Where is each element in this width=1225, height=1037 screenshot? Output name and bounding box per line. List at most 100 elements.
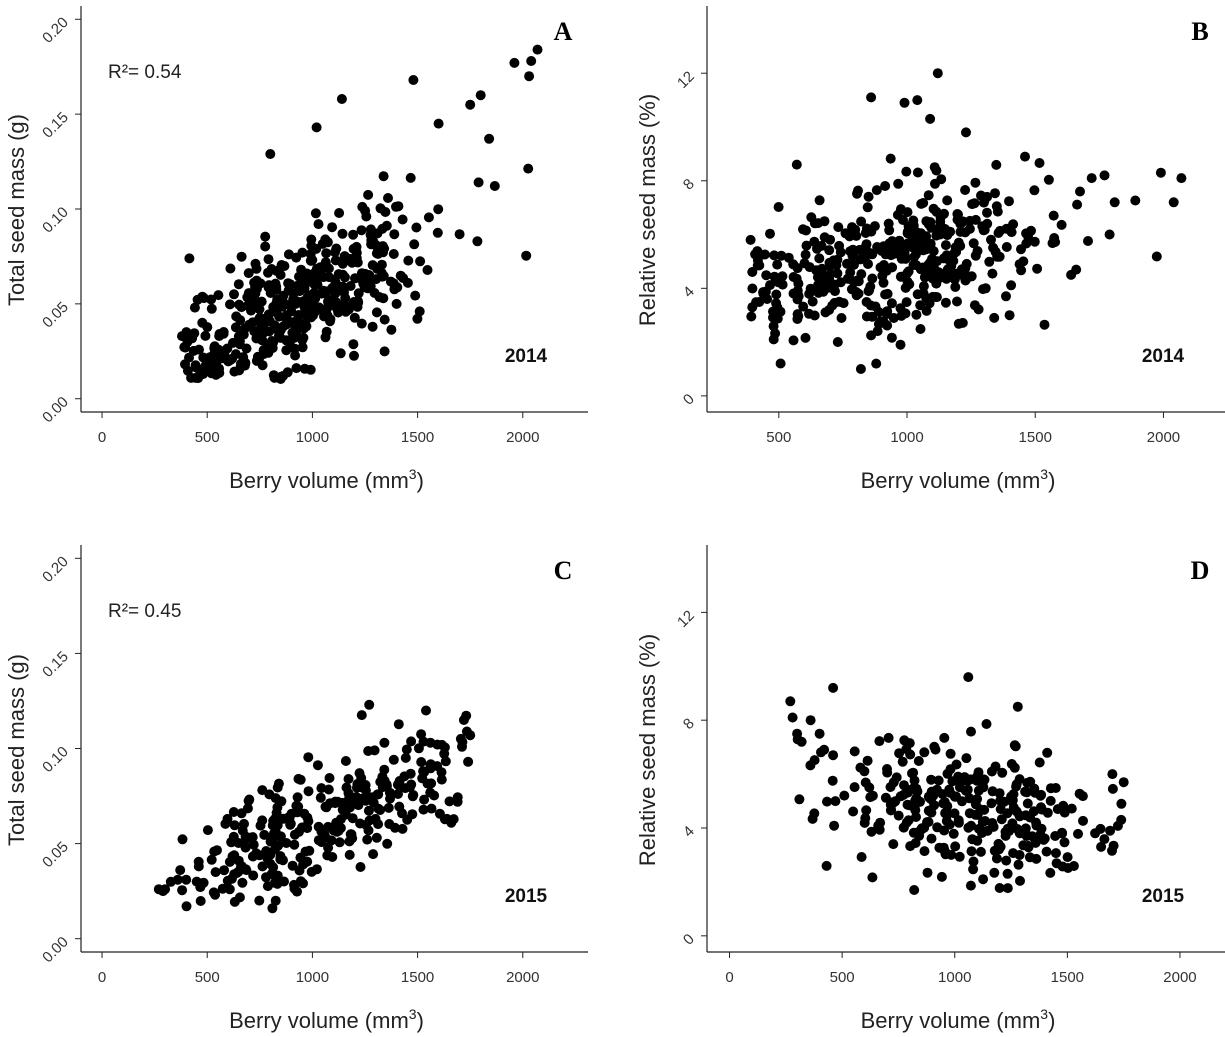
- data-point: [377, 223, 388, 234]
- data-point: [821, 860, 832, 871]
- data-point: [895, 339, 906, 350]
- data-point: [863, 259, 873, 269]
- data-point: [298, 279, 309, 289]
- data-point: [936, 174, 947, 185]
- panel-c: 0 500 1000 1500 2000 0.00 0.05 0.10 0.15 0.20 Berr…: [4, 545, 588, 1033]
- data-point: [243, 268, 254, 279]
- data-point: [446, 817, 457, 828]
- data-point: [318, 288, 329, 299]
- data-point: [345, 829, 356, 840]
- data-point: [944, 267, 955, 278]
- data-point: [964, 215, 975, 226]
- data-point: [933, 775, 944, 786]
- data-point: [848, 806, 859, 817]
- data-point: [783, 252, 794, 263]
- data-point: [942, 195, 953, 206]
- data-point: [356, 710, 367, 721]
- data-point: [938, 253, 949, 264]
- data-point: [1176, 173, 1187, 184]
- data-point: [935, 216, 946, 227]
- data-point: [274, 330, 284, 341]
- x-tick-label: 0: [98, 429, 106, 446]
- data-point: [257, 360, 268, 371]
- data-point: [177, 834, 188, 845]
- data-point: [923, 791, 934, 802]
- data-point: [193, 861, 204, 872]
- data-point: [254, 325, 265, 335]
- data-point: [1035, 790, 1046, 801]
- data-point: [866, 826, 877, 837]
- data-point: [814, 253, 825, 264]
- data-point: [267, 343, 278, 353]
- data-point: [206, 368, 217, 379]
- data-point: [229, 820, 240, 831]
- data-point: [270, 322, 281, 333]
- data-point: [313, 835, 324, 846]
- data-point: [208, 887, 219, 898]
- data-point: [912, 167, 923, 178]
- data-point: [955, 226, 966, 237]
- data-point: [321, 248, 332, 259]
- data-point: [397, 823, 408, 834]
- data-point: [991, 853, 1002, 864]
- data-point: [932, 68, 943, 79]
- data-point: [214, 367, 225, 378]
- data-point: [936, 871, 947, 882]
- data-point: [1041, 846, 1052, 857]
- data-point: [259, 829, 270, 840]
- data-point: [270, 895, 281, 906]
- data-point: [921, 305, 932, 316]
- data-point: [919, 747, 930, 758]
- data-point: [833, 222, 844, 233]
- data-point: [799, 258, 810, 269]
- x-tick-label: 1000: [296, 969, 329, 986]
- data-point: [886, 332, 897, 343]
- data-point: [1032, 263, 1043, 274]
- data-point: [349, 350, 359, 361]
- data-point: [1068, 861, 1079, 871]
- data-point: [855, 762, 866, 773]
- data-point: [465, 99, 476, 110]
- data-point: [439, 748, 450, 759]
- data-point: [261, 872, 271, 883]
- data-point: [251, 283, 262, 294]
- x-tick-label: 2000: [1163, 969, 1196, 986]
- data-point: [989, 312, 1000, 323]
- data-point: [1011, 781, 1022, 792]
- data-point: [1042, 807, 1053, 818]
- data-point: [800, 332, 811, 343]
- data-point: [177, 885, 188, 896]
- data-point: [324, 773, 335, 783]
- data-point: [970, 177, 981, 188]
- data-point: [880, 181, 891, 191]
- data-point: [388, 754, 399, 765]
- data-point: [965, 880, 976, 891]
- data-point: [1006, 280, 1017, 291]
- data-point: [861, 805, 872, 816]
- data-point: [425, 787, 436, 798]
- data-point: [321, 326, 332, 337]
- data-point: [393, 789, 403, 799]
- data-point: [1029, 236, 1040, 247]
- data-point: [840, 228, 851, 239]
- data-point: [248, 870, 259, 881]
- data-point: [896, 310, 907, 321]
- data-point: [1029, 185, 1040, 196]
- data-point: [408, 790, 419, 800]
- data-point: [941, 816, 952, 826]
- data-point: [922, 817, 932, 828]
- data-point: [1108, 840, 1119, 851]
- data-point: [385, 276, 396, 287]
- data-point: [899, 97, 910, 108]
- data-point: [894, 235, 905, 246]
- data-point: [270, 827, 281, 838]
- data-point: [824, 245, 835, 256]
- data-point: [281, 838, 292, 848]
- y-tick-label: 0.00: [39, 394, 72, 427]
- data-point: [825, 269, 836, 279]
- data-point: [801, 240, 812, 251]
- data-point: [258, 349, 269, 359]
- data-point: [444, 796, 455, 807]
- data-point: [418, 804, 429, 815]
- data-point: [809, 755, 820, 766]
